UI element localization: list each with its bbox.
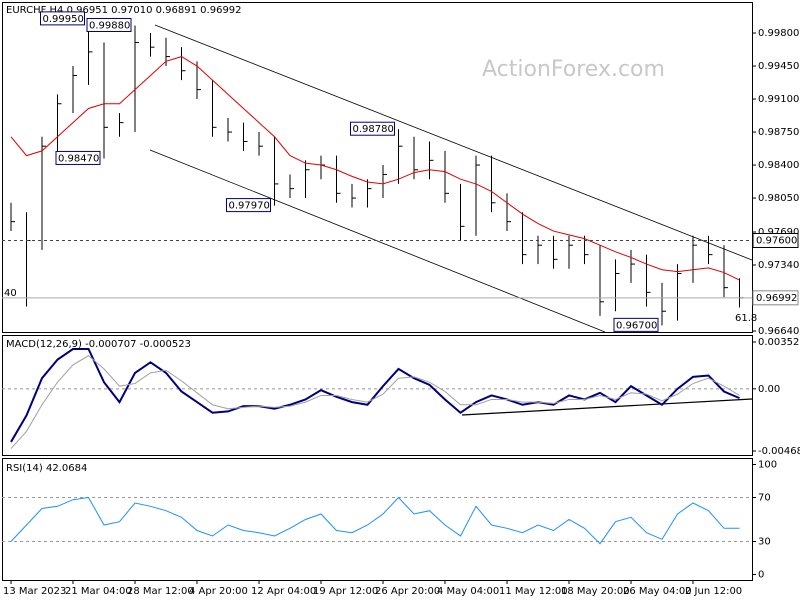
y-tick-label: 0.98050 [758,193,799,204]
x-tick-label: 11 May 12:00 [499,586,568,597]
x-tick-label: 18 May 20:00 [561,586,630,597]
price-title: EURCHF,H4 0.96951 0.97010 0.96891 0.9699… [6,5,242,16]
y-tick-label: 0.00 [758,384,780,395]
annotation-box [86,17,132,32]
y-tick-label: 0.98400 [758,160,799,171]
y-tick-label: 0.99450 [758,61,799,72]
macd-title: MACD(12,26,9) -0.000707 -0.000523 [6,339,191,350]
macd-trendline [461,398,753,416]
annotation-label: 0.98470 [58,153,99,164]
y-tick-label: 0.99100 [758,94,799,105]
annotation-box [613,317,659,332]
annotation-label: 0.96700 [616,320,657,331]
annotation-label: 0.99950 [43,14,84,25]
price-panel [2,2,753,333]
channel-upper [154,24,753,261]
price-label: 0.97600 [756,235,797,246]
y-tick-label: 30 [758,537,771,548]
x-tick-label: 13 Mar 2023 [3,586,66,597]
moving-average [10,56,740,281]
rsi-title: RSI(14) 42.0684 [6,463,87,474]
y-tick-label: 0.96640 [758,326,799,337]
fib-label: 40 [4,288,17,299]
annotation-box [40,11,85,26]
x-tick-label: 26 May 04:00 [623,586,692,597]
x-tick-label: 21 Mar 04:00 [65,586,132,597]
price-label-box [752,290,799,306]
x-tick-label: 19 Apr 12:00 [313,586,378,597]
y-tick-label: 70 [758,493,771,504]
price-label: 0.96992 [756,293,797,304]
annotation-box [350,121,395,136]
y-tick-label: 0.97340 [758,260,799,271]
price-label-box [752,232,799,248]
series-line [10,347,740,443]
y-tick-label: 0 [758,570,764,581]
annotation-box [55,150,101,165]
x-tick-label: 2 Jun 12:00 [685,586,742,597]
x-tick-label: 4 May 04:00 [437,586,499,597]
y-tick-label: 0.98750 [758,127,799,138]
x-tick-label: 4 Apr 20:00 [189,586,248,597]
macd-panel [2,335,753,456]
x-tick-label: 26 Apr 20:00 [375,586,440,597]
channel-lower [149,149,606,333]
series-line [10,355,740,449]
x-tick-label: 28 Mar 12:00 [127,586,194,597]
y-tick-label: 0.003527 [758,337,800,348]
annotation-label: 0.98780 [353,124,394,135]
y-tick-label: 0.97690 [758,227,799,238]
y-tick-label: 100 [758,460,777,471]
y-tick-label: -0.004683 [758,446,800,457]
annotation-label: 0.97970 [229,201,270,212]
watermark: ActionForex.com [482,57,665,82]
series-line [10,496,740,545]
annotation-label: 0.99880 [89,20,130,31]
annotation-box [226,198,271,213]
fib-label: 61.8 [735,313,757,324]
y-tick-label: 0.99800 [758,28,799,39]
x-tick-label: 12 Apr 04:00 [251,586,316,597]
rsi-panel [2,458,753,581]
